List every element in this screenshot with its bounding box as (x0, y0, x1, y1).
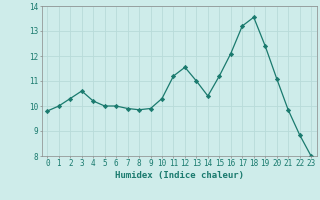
X-axis label: Humidex (Indice chaleur): Humidex (Indice chaleur) (115, 171, 244, 180)
